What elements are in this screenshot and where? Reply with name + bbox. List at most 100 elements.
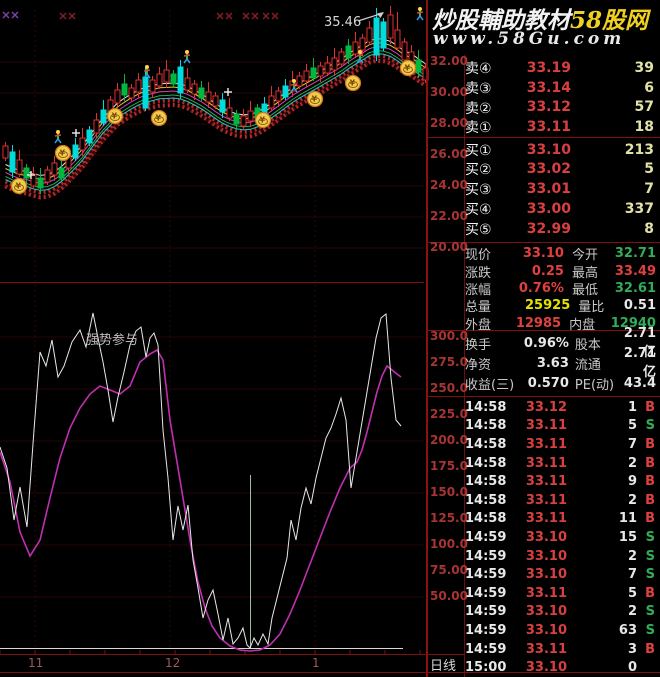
order-price: 33.01 [526,181,571,198]
field-label: 涨跌 [465,265,492,281]
order-qty: 18 [634,119,654,136]
trade-time: 14:59 [465,622,507,638]
period-label: 日线 [430,659,457,674]
trade-qty: 5 [627,418,637,434]
order-row[interactable]: 卖① 33.11 18 [465,117,660,137]
axis-tick-label: 275.0 [430,355,468,369]
trade-time: 14:59 [465,567,507,583]
order-price: 33.12 [526,99,571,116]
axis-tick-label: 225.0 [430,407,468,421]
svg-text:¥: ¥ [112,112,118,121]
field-label: 今开 [571,248,598,264]
trade-price: 33.10 [525,567,567,583]
trade-side: B [645,455,655,471]
trade-price: 33.10 [525,548,567,564]
field-label: 收益(三) [465,377,515,393]
field-label: 外盘 [465,317,492,333]
order-qty: 213 [624,141,654,158]
time-and-sales[interactable]: 14:58 33.12 1 B 14:58 33.11 5 S 14:58 33.11 7 B 14:5… [465,398,660,677]
field-label: 最低 [571,282,598,298]
svg-text:¥: ¥ [260,116,266,125]
axis-tick-label: 250.0 [430,381,468,395]
trade-price: 33.10 [525,660,567,676]
tape-row[interactable]: 15:00 33.10 0 [465,658,660,677]
trade-side: B [645,511,655,527]
tape-row[interactable]: 14:58 33.11 2 B [465,491,660,510]
order-row[interactable]: 买⑤ 32.99 8 [465,219,660,239]
order-price: 33.19 [526,59,571,76]
tape-row[interactable]: 14:59 33.10 63 S [465,621,660,640]
trade-price: 33.11 [525,511,567,527]
quote-row: 涨幅 0.76% 最低 32.61 [465,280,660,298]
fundamentals-panel: 换手 0.96% 股本 2.71亿 净资 3.63 流通 2.71亿 收益(三) 0.570 PE(… [465,326,660,393]
trade-side: B [645,474,655,490]
svg-text:¥: ¥ [16,182,22,191]
trade-qty: 2 [627,492,637,508]
tape-row[interactable]: 14:59 33.11 5 B [465,584,660,603]
order-row[interactable]: 卖② 33.12 57 [465,98,660,118]
order-qty: 6 [644,79,654,96]
svg-text:1: 1 [312,656,320,670]
order-row[interactable]: 卖④ 33.19 39 [465,58,660,78]
tape-row[interactable]: 14:58 33.11 5 S [465,417,660,436]
axis-tick-label: 32.00 [430,54,468,68]
axis-tick-label: 100.0 [430,537,468,551]
quote-row: 外盘 12985 内盘 12940 [465,315,660,333]
trade-side: B [645,585,655,601]
trade-time: 14:59 [465,604,507,620]
tape-row[interactable]: 14:58 33.11 7 B [465,435,660,454]
trade-price: 33.11 [525,585,567,601]
trade-side: B [645,399,655,415]
field-value: 32.71 [614,246,656,262]
order-level-label: 卖④ [465,60,492,77]
tape-row[interactable]: 14:59 33.10 7 S [465,565,660,584]
candlestick-and-indicator-chart[interactable]: 11 12 1 ¥ ¥ ¥ ¥ ¥ ¥ ¥ ¥35.46 强势参与 [0,0,430,677]
orderbook-separator [426,137,660,138]
order-row[interactable]: 买① 33.10 213 [465,140,660,160]
tape-row[interactable]: 14:59 33.10 15 S [465,528,660,547]
fundamentals-separator [426,330,660,331]
tape-row[interactable]: 14:59 33.10 2 S [465,603,660,622]
trade-side: S [645,604,655,620]
tape-row[interactable]: 14:58 33.11 11 B [465,510,660,529]
order-level-label: 买③ [465,182,492,199]
field-label: 量比 [578,300,605,316]
svg-text:¥: ¥ [156,114,162,123]
trade-qty: 3 [627,641,637,657]
tape-row[interactable]: 14:59 33.10 2 S [465,547,660,566]
field-value: 0.76% [518,280,564,296]
order-price: 33.02 [526,161,571,178]
fund-row: 净资 3.63 流通 2.71亿 [465,346,660,380]
order-level-label: 买② [465,162,492,179]
fund-row: 换手 0.96% 股本 2.71亿 [465,326,660,360]
trade-price: 33.11 [525,492,567,508]
order-row[interactable]: 卖③ 33.14 6 [465,78,660,98]
order-level-label: 买④ [465,201,492,218]
field-value: 2.71亿 [623,346,656,380]
order-row[interactable]: 买③ 33.01 7 [465,179,660,199]
axis-tick-label: 22.00 [430,209,468,223]
field-label: PE(动) [574,377,615,393]
tape-row[interactable]: 14:58 33.11 2 B [465,454,660,473]
trade-qty: 0 [627,660,637,676]
tape-row[interactable]: 14:58 33.12 1 B [465,398,660,417]
field-value: 12940 [610,315,656,331]
order-level-label: 卖① [465,120,492,137]
field-value: 0.25 [531,263,564,279]
field-value: 3.63 [536,355,569,371]
axis-tick-label: 28.00 [430,116,468,130]
field-label: 最高 [571,265,598,281]
order-row[interactable]: 买④ 33.00 337 [465,199,660,219]
field-label: 内盘 [569,317,596,333]
trade-price: 33.11 [525,418,567,434]
tape-row[interactable]: 14:58 33.11 9 B [465,472,660,491]
axis-tick-label: 26.00 [430,147,468,161]
trade-qty: 2 [627,604,637,620]
svg-text:11: 11 [28,656,43,670]
trade-qty: 11 [618,511,637,527]
order-price: 32.99 [526,220,571,237]
trade-time: 14:58 [465,511,507,527]
trade-qty: 1 [627,399,637,415]
order-row[interactable]: 买② 33.02 5 [465,159,660,179]
tape-row[interactable]: 14:59 33.11 3 B [465,640,660,659]
